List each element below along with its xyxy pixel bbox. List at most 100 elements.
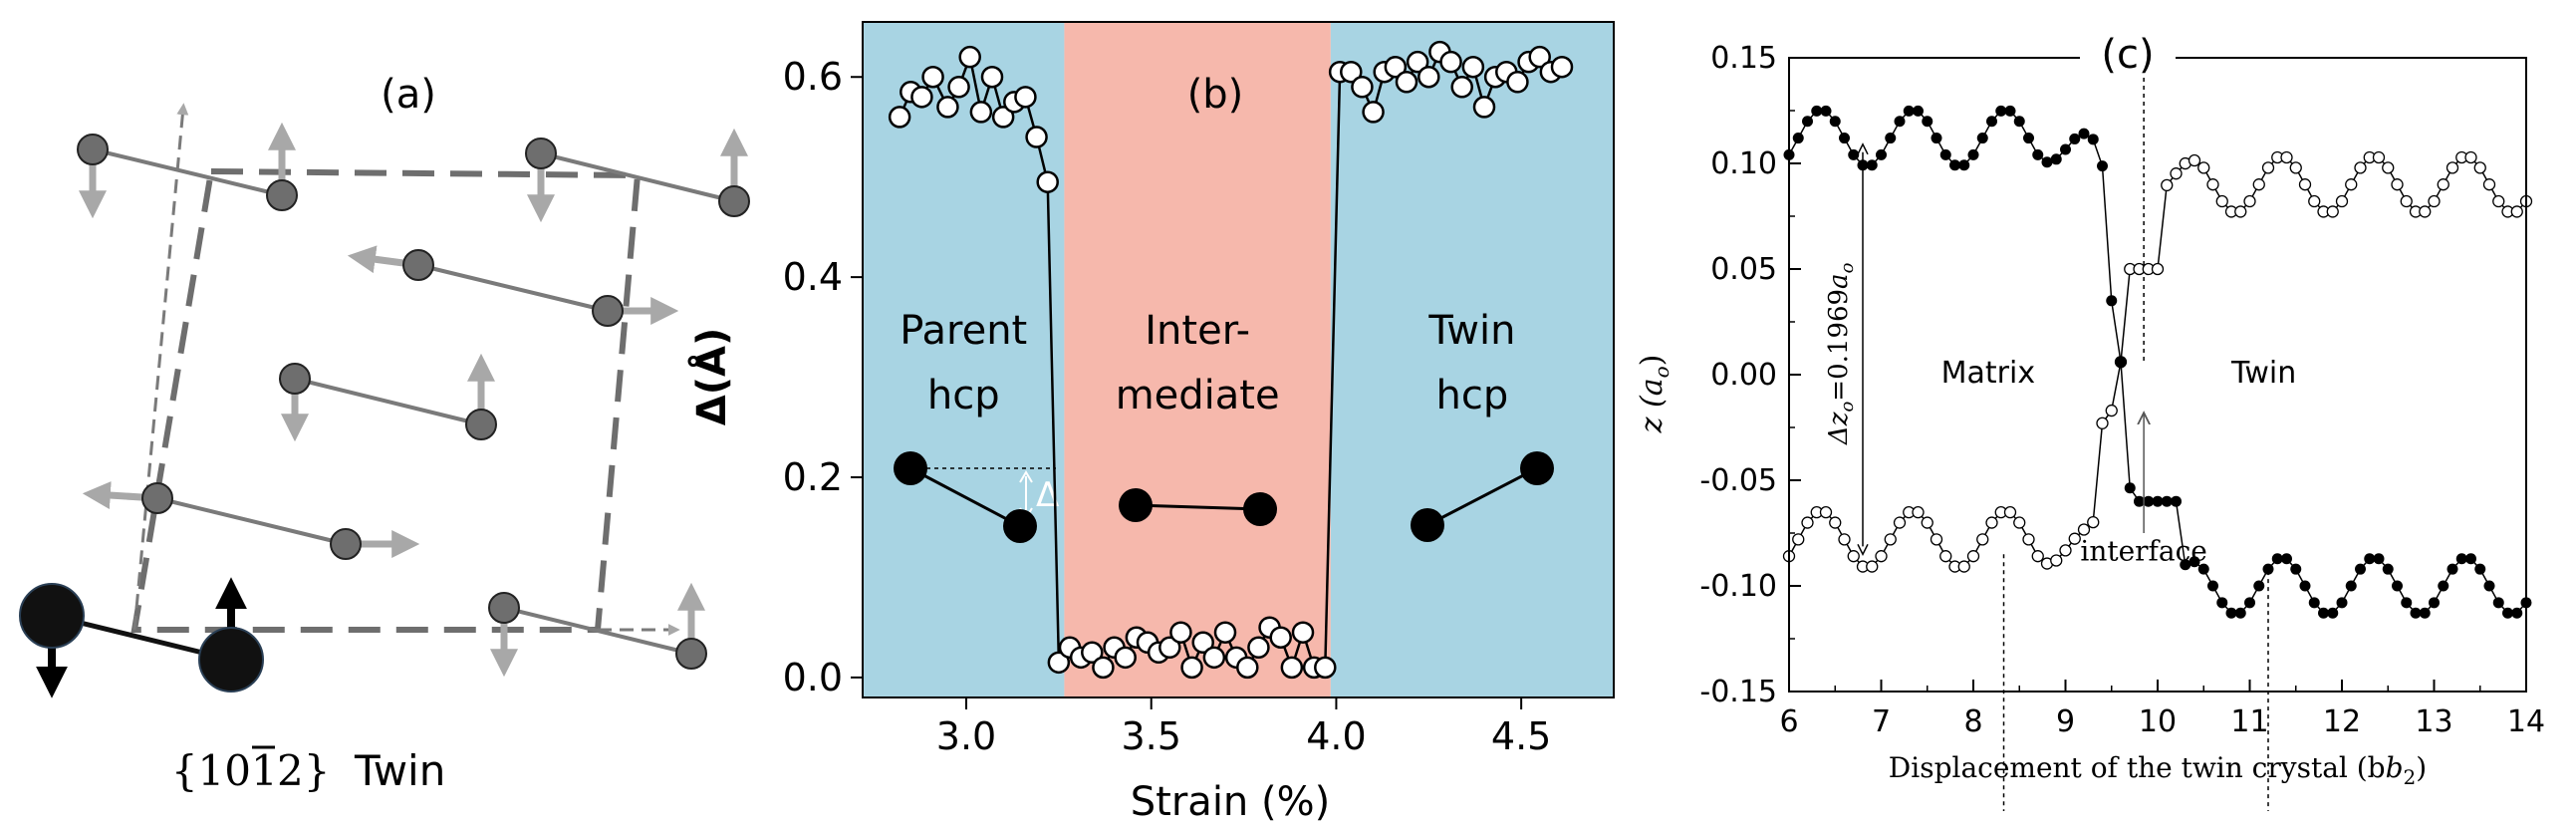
y-tick-label: -0.10 <box>1699 569 1777 604</box>
y-axis-title: Δ(Å) <box>686 328 735 425</box>
data-point <box>921 65 944 89</box>
panel-a-caption: {10 1 2} Twin <box>171 745 445 795</box>
y-tick-label: 0.4 <box>783 255 843 299</box>
region-label-line1: Parent <box>900 308 1027 354</box>
y-tick-label: 0.05 <box>1710 252 1777 287</box>
matrix-point <box>2050 153 2062 165</box>
matrix-point <box>1802 116 1813 128</box>
data-point <box>1180 656 1203 680</box>
matrix-point <box>2244 597 2255 609</box>
data-point <box>1036 170 1059 193</box>
matrix-point <box>2060 143 2071 155</box>
matrix-point <box>1894 116 1906 128</box>
inset-bond-twin <box>1426 466 1538 527</box>
twin-point <box>2428 194 2441 208</box>
twin-point <box>2400 194 2413 208</box>
matrix-point <box>2318 607 2329 619</box>
atom-grey <box>525 138 557 169</box>
data-point <box>1081 641 1104 665</box>
data-point <box>1159 636 1181 660</box>
data-point <box>1395 71 1418 94</box>
data-point <box>888 106 911 129</box>
twin-point <box>1985 516 1998 529</box>
matrix-point <box>2281 553 2292 565</box>
twin-point <box>1792 533 1805 546</box>
twin-point <box>2308 194 2321 208</box>
twin-point <box>2437 178 2449 191</box>
data-point <box>1047 651 1071 675</box>
dz-part: o <box>1837 402 1858 413</box>
matrix-point <box>1958 159 1970 171</box>
atom-grey <box>279 363 311 395</box>
y-tick-label: 0.00 <box>1710 358 1777 393</box>
twin-point <box>1939 550 1952 563</box>
matrix-point <box>2134 495 2145 507</box>
inset-bond-parent <box>909 466 1021 528</box>
matrix-point <box>2345 580 2357 592</box>
x-tick-label: 12 <box>2323 704 2361 739</box>
matrix-point <box>2152 495 2164 507</box>
twin-point <box>2252 178 2265 191</box>
twin-point <box>2059 544 2072 557</box>
matrix-point <box>2502 607 2513 619</box>
x-tick-label: 6 <box>1779 704 1798 739</box>
matrix-point <box>2106 295 2118 307</box>
x-tick-label: 10 <box>2139 704 2177 739</box>
twin-point <box>2096 416 2109 429</box>
twin-point <box>1866 560 1879 573</box>
matrix-point <box>2069 133 2081 144</box>
matrix-point <box>2032 148 2044 160</box>
twin-point <box>1921 516 1933 529</box>
y-tick-label: 0.2 <box>783 455 843 499</box>
matrix-point <box>2143 495 2155 507</box>
panel-a-schematic: (a) <box>19 72 750 795</box>
matrix-point <box>1792 133 1804 144</box>
x-tick-label: 7 <box>1872 704 1891 739</box>
matrix-point <box>1903 105 1915 117</box>
matrix-point <box>1829 116 1841 128</box>
twin-point <box>2197 161 2210 174</box>
matrix-point <box>2078 128 2090 139</box>
data-point <box>1528 45 1551 69</box>
y-axis-title-main: z (a <box>1635 378 1670 433</box>
x-tick-label: 4.5 <box>1491 714 1551 758</box>
axes: 3.0 3.5 4.0 4.5 0.0 0.2 0.4 0.6 <box>783 21 1615 758</box>
x-tick-label: 3.5 <box>1121 714 1180 758</box>
matrix-point <box>1866 159 1878 171</box>
region-band-2 <box>1330 22 1614 697</box>
twin-point <box>1838 533 1851 546</box>
inset-atom <box>1119 488 1153 522</box>
atom-grey <box>465 409 497 440</box>
twin-point <box>1976 533 1989 546</box>
twin-point <box>1912 505 1925 519</box>
matrix-point <box>2216 597 2228 609</box>
twin-point <box>2280 150 2293 164</box>
y-axis-title-end: ) <box>1635 355 1670 367</box>
matrix-point <box>2207 580 2218 592</box>
region-label-line1: Twin <box>1427 308 1515 354</box>
data-point <box>1472 96 1496 119</box>
data-point <box>1191 631 1214 655</box>
atom-black <box>19 583 85 649</box>
twin-point <box>2050 554 2063 567</box>
matrix-point <box>1967 148 1979 160</box>
z-series <box>1782 105 2533 619</box>
twin-point <box>2068 532 2081 545</box>
data-point <box>936 96 959 119</box>
matrix-label: Matrix <box>1941 356 2035 391</box>
twin-point <box>2003 505 2017 519</box>
matrix-point <box>2401 597 2413 609</box>
delta-series <box>888 40 1574 680</box>
data-point <box>1269 626 1292 649</box>
matrix-point <box>1939 148 1951 160</box>
panel-c-label: (c) <box>2101 32 2154 78</box>
data-point <box>1025 126 1048 148</box>
y-axis-title: z (ao) <box>1635 355 1674 434</box>
matrix-point <box>2465 553 2476 565</box>
data-point <box>1506 71 1529 94</box>
x-axis-title-main: Displacement of the twin crystal (b <box>1889 751 2386 784</box>
matrix-point <box>2262 563 2274 575</box>
matrix-point <box>2234 607 2246 619</box>
data-point <box>1291 621 1315 644</box>
